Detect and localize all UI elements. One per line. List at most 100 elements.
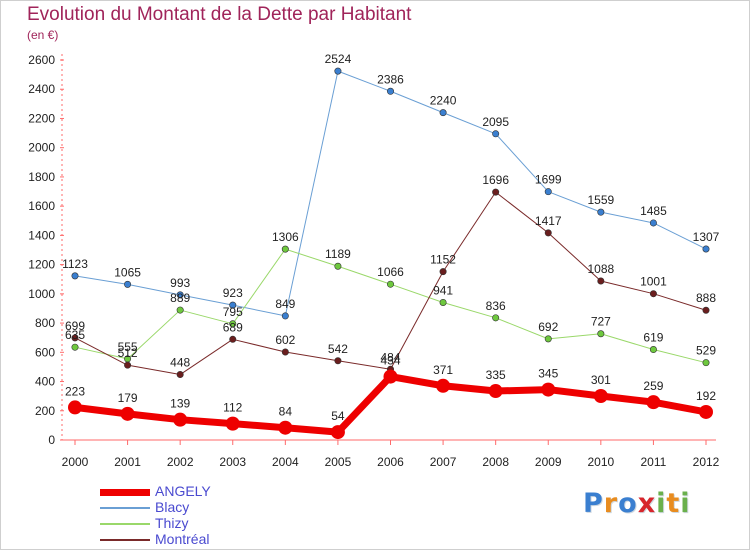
logo-letter: i bbox=[680, 488, 691, 519]
data-point-montreal bbox=[702, 306, 710, 314]
data-point-blacy bbox=[702, 245, 710, 253]
data-label-angely: 223 bbox=[65, 384, 85, 398]
data-label-montreal: 542 bbox=[328, 342, 348, 356]
data-label-montreal: 888 bbox=[696, 291, 716, 305]
proxiti-logo: Proxiti bbox=[583, 488, 691, 519]
x-tick-label: 2007 bbox=[430, 455, 457, 469]
data-label-thizy: 529 bbox=[696, 344, 716, 358]
data-point-montreal bbox=[281, 348, 289, 356]
data-point-angely bbox=[383, 369, 398, 384]
data-label-blacy: 849 bbox=[275, 297, 295, 311]
legend-swatch-blacy bbox=[100, 507, 150, 509]
data-point-montreal bbox=[597, 277, 605, 285]
x-tick-label: 2011 bbox=[641, 455, 667, 469]
series-layer bbox=[68, 67, 713, 440]
legend-label-blacy: Blacy bbox=[155, 499, 190, 515]
data-label-blacy: 2240 bbox=[430, 94, 457, 108]
logo-letter: o bbox=[618, 488, 638, 519]
data-point-thizy bbox=[229, 320, 237, 328]
data-label-thizy: 889 bbox=[170, 291, 190, 305]
legend-label-montreal: Montréal bbox=[155, 531, 210, 547]
data-point-blacy bbox=[334, 67, 342, 75]
x-tick-label: 2008 bbox=[482, 455, 509, 469]
legend-swatch-montreal bbox=[100, 539, 150, 541]
data-point-angely bbox=[699, 404, 713, 419]
data-label-thizy: 836 bbox=[486, 299, 506, 313]
data-label-montreal: 699 bbox=[65, 319, 85, 333]
data-point-thizy bbox=[702, 359, 710, 367]
y-tick-label: 1000 bbox=[28, 287, 55, 301]
data-label-montreal: 602 bbox=[275, 333, 295, 347]
logo-letter: r bbox=[603, 488, 619, 519]
data-label-thizy: 941 bbox=[433, 283, 453, 297]
data-label-montreal: 448 bbox=[170, 356, 190, 370]
legend-swatch-thizy bbox=[100, 523, 150, 525]
data-point-thizy bbox=[334, 262, 342, 270]
y-tick-label: 1400 bbox=[28, 228, 55, 242]
data-point-montreal bbox=[71, 334, 79, 342]
data-point-blacy bbox=[386, 87, 394, 95]
data-label-angely: 434 bbox=[380, 354, 400, 368]
data-point-montreal bbox=[439, 268, 447, 276]
data-label-blacy: 1559 bbox=[587, 193, 614, 207]
data-point-angely bbox=[225, 416, 240, 431]
data-label-blacy: 2386 bbox=[377, 72, 404, 86]
data-label-montreal: 1152 bbox=[430, 253, 456, 267]
data-point-blacy bbox=[649, 219, 657, 227]
data-label-angely: 179 bbox=[118, 391, 138, 405]
data-point-montreal bbox=[544, 229, 552, 237]
data-label-blacy: 1123 bbox=[62, 257, 88, 271]
data-label-montreal: 1088 bbox=[587, 262, 614, 276]
data-point-angely bbox=[488, 384, 503, 399]
data-label-montreal: 1001 bbox=[640, 275, 667, 289]
x-tick-label: 2000 bbox=[62, 455, 89, 469]
y-tick-label: 600 bbox=[35, 345, 55, 359]
x-tick-label: 2005 bbox=[325, 455, 352, 469]
data-label-angely: 371 bbox=[433, 363, 453, 377]
data-label-blacy: 923 bbox=[223, 286, 243, 300]
data-point-angely bbox=[68, 400, 82, 415]
data-point-angely bbox=[120, 406, 135, 421]
data-point-thizy bbox=[439, 298, 447, 306]
logo-letter: x bbox=[637, 488, 657, 519]
y-tick-label: 0 bbox=[48, 433, 55, 447]
data-point-thizy bbox=[71, 343, 79, 351]
x-tick-label: 2009 bbox=[535, 455, 562, 469]
data-point-blacy bbox=[176, 291, 184, 299]
y-tick-label: 2400 bbox=[28, 82, 55, 96]
data-label-thizy: 1306 bbox=[272, 230, 299, 244]
data-label-angely: 192 bbox=[696, 389, 716, 403]
y-tick-label: 800 bbox=[35, 316, 55, 330]
data-point-angely bbox=[330, 425, 345, 440]
data-label-thizy: 692 bbox=[538, 320, 558, 334]
y-tick-label: 2200 bbox=[28, 111, 55, 125]
data-label-angely: 301 bbox=[591, 373, 611, 387]
data-label-thizy: 1066 bbox=[377, 265, 404, 279]
data-point-blacy bbox=[281, 312, 289, 320]
data-point-angely bbox=[541, 382, 556, 397]
legend-label-angely: ANGELY bbox=[155, 483, 211, 499]
x-tick-label: 2012 bbox=[693, 455, 720, 469]
y-tick-label: 400 bbox=[35, 375, 55, 389]
data-label-montreal: 1696 bbox=[482, 173, 509, 187]
data-point-angely bbox=[173, 412, 188, 427]
data-label-montreal: 512 bbox=[118, 346, 138, 360]
data-label-layer: 1123 1065 993 923 849 2524 2386 2240 2095 1699 155… bbox=[62, 52, 720, 423]
data-point-montreal bbox=[649, 290, 657, 298]
data-point-thizy bbox=[281, 245, 289, 253]
data-label-blacy: 1307 bbox=[693, 230, 720, 244]
data-label-blacy: 1485 bbox=[640, 204, 667, 218]
data-label-angely: 259 bbox=[643, 379, 663, 393]
data-label-thizy: 1189 bbox=[325, 247, 351, 261]
data-label-angely: 335 bbox=[486, 368, 506, 382]
chart-title: Evolution du Montant de la Dette par Hab… bbox=[27, 4, 412, 25]
legend-swatch-angely bbox=[100, 488, 150, 496]
data-label-angely: 345 bbox=[538, 367, 558, 381]
data-label-blacy: 1065 bbox=[114, 265, 141, 279]
data-point-thizy bbox=[492, 314, 500, 322]
data-point-thizy bbox=[544, 335, 552, 343]
data-point-blacy bbox=[71, 272, 79, 280]
x-tick-label: 2001 bbox=[114, 455, 141, 469]
